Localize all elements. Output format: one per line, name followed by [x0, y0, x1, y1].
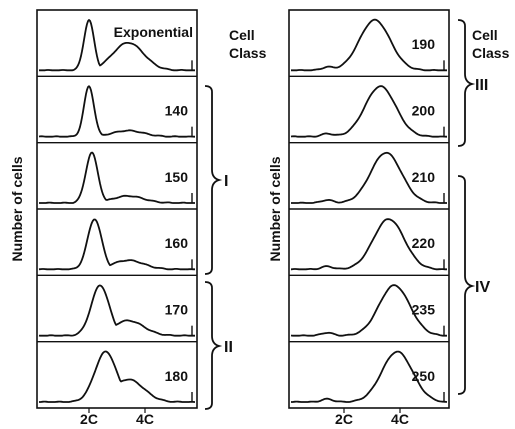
histogram-curve	[290, 284, 447, 337]
series-label: 235	[412, 302, 436, 318]
right-ylabel: Number of cells	[267, 156, 283, 261]
right-class-header-line2: Class	[472, 45, 510, 61]
left-class-header-line2: Class	[229, 45, 267, 61]
series-label: 200	[412, 103, 436, 119]
series-label: 160	[165, 235, 189, 251]
brace-class-II	[204, 281, 223, 410]
right-histograms: 190 200 210 220 235 250	[289, 18, 449, 413]
histogram-curve	[291, 350, 448, 403]
histogram-curve	[290, 85, 447, 138]
histogram-curve	[38, 284, 195, 337]
left-histograms: Exponential 140 150 160 170 180	[37, 19, 197, 413]
series-label: Exponential	[114, 24, 193, 40]
brace-class-IV	[457, 175, 476, 395]
left-ylabel: Number of cells	[9, 156, 25, 261]
histogram-curve	[39, 19, 195, 72]
class-label-IV: IV	[475, 279, 490, 296]
left-xtick-2c: 2C	[80, 411, 98, 427]
right-xtick-4c: 4C	[391, 411, 409, 427]
series-label: 220	[412, 235, 436, 251]
right-xtick-2c: 2C	[335, 411, 353, 427]
brace-class-I	[204, 85, 223, 275]
histogram-curve	[291, 218, 447, 271]
series-label: 250	[412, 368, 436, 384]
histogram-curve	[39, 350, 195, 403]
series-label: 150	[165, 169, 189, 185]
histogram-curve	[291, 151, 447, 204]
histogram-curve	[38, 85, 195, 138]
histogram-curve	[291, 18, 447, 72]
series-label: 140	[165, 103, 189, 119]
right-class-header-line1: Cell	[472, 27, 498, 43]
class-label-II: II	[224, 339, 233, 356]
series-label: 170	[165, 302, 189, 318]
series-label: 210	[412, 169, 436, 185]
brace-class-III	[457, 19, 476, 147]
class-label-I: I	[224, 173, 228, 190]
histogram-curve	[39, 151, 195, 204]
class-label-III: III	[475, 77, 488, 94]
series-label: 180	[165, 368, 189, 384]
left-class-header-line1: Cell	[229, 27, 255, 43]
series-label: 190	[412, 36, 436, 52]
histogram-curve	[38, 218, 195, 271]
left-xtick-4c: 4C	[136, 411, 154, 427]
